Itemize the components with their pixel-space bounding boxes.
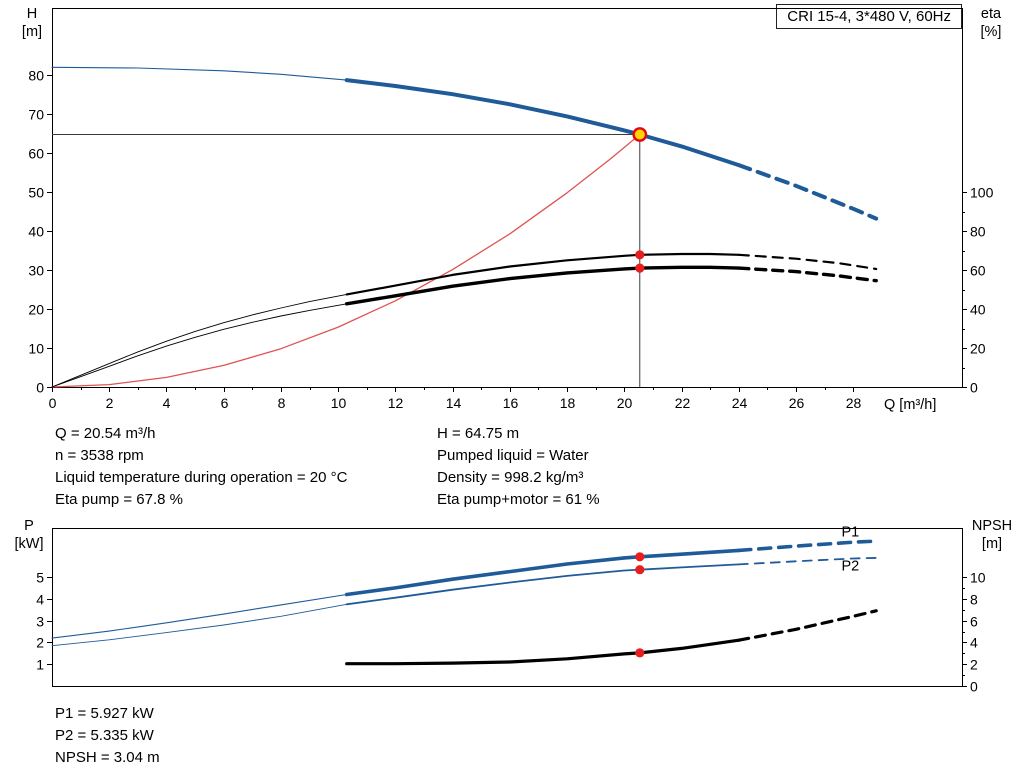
info-eta-pump: Eta pump = 67.8 %: [55, 491, 183, 508]
x-tick-label: 18: [560, 395, 576, 411]
info-npsh: NPSH = 3.04 m: [55, 749, 160, 766]
info-pumped-liquid: Pumped liquid = Water: [437, 447, 589, 464]
info-p1: P1 = 5.927 kW: [55, 705, 154, 722]
curve-p1-thin: [51, 593, 348, 639]
duty-point[interactable]: [632, 127, 648, 142]
curve-p1-solid: [344, 548, 741, 597]
npsh-axis-title: NPSH [m]: [962, 517, 1022, 553]
x-tick-label: 16: [503, 395, 519, 411]
y-left-tick-label: 70: [28, 107, 44, 123]
x-tick-label: 12: [388, 395, 404, 411]
curve-label-p1: P1: [842, 525, 860, 541]
duty-info-left: Q = 20.54 m³/h n = 3538 rpm Liquid tempe…: [55, 423, 347, 511]
info-flow: Q = 20.54 m³/h: [55, 425, 156, 442]
x-tick-label: 14: [446, 395, 462, 411]
y-right-tick-label: 8: [970, 592, 978, 608]
marker-dot: [635, 648, 645, 658]
npsh-axis-title-unit: [m]: [981, 536, 1003, 552]
x-tick-label: 2: [106, 395, 114, 411]
hq-eta-chart: 0 2 4 6 8 10 12 14 16 18 20 22 24 26 28010203040506070…: [28, 8, 994, 411]
y-left-tick-label: 20: [28, 302, 44, 318]
curve-eta-pump-motor-dashed: [737, 266, 878, 283]
curve-eta-pump-solid: [345, 252, 740, 296]
x-tick-label: 8: [278, 395, 286, 411]
info-eta-pump-motor: Eta pump+motor = 61 %: [437, 491, 600, 508]
x-tick-label: 4: [163, 395, 171, 411]
x-tick-label: 20: [617, 395, 633, 411]
x-tick-label: 6: [221, 395, 229, 411]
curve-label-p2: P2: [842, 558, 860, 574]
p-axis-title-symbol: P: [24, 518, 34, 534]
curve-head-thin: [51, 66, 348, 81]
y-right-tick-label: 40: [970, 302, 986, 318]
y-right-tick-label: 10: [970, 570, 986, 586]
info-speed: n = 3538 rpm: [55, 447, 144, 464]
y-right-tick-label: 60: [970, 263, 986, 279]
y-left-tick-label: 60: [28, 146, 44, 162]
info-head: H = 64.75 m: [437, 425, 520, 442]
y-right-tick-label: 20: [970, 341, 986, 357]
curve-head-dashed: [736, 163, 879, 221]
marker-dot: [635, 250, 645, 260]
curve-npsh-solid: [345, 638, 741, 666]
info-density: Density = 998.2 kg/m³: [437, 469, 584, 486]
x-tick-label: 28: [846, 395, 862, 411]
p-axis-title: P [kW]: [6, 517, 52, 553]
y-left-tick-label: 2: [36, 635, 44, 651]
y-left-tick-label: 30: [28, 263, 44, 279]
x-tick-label: 22: [675, 395, 691, 411]
y-right-tick-label: 0: [970, 380, 978, 396]
curve-system-curve-thin: [51, 133, 641, 388]
curve-head-solid: [344, 78, 741, 168]
y-left-tick-label: 50: [28, 185, 44, 201]
curve-eta-pump-motor-thin: [51, 303, 348, 388]
y-right-tick-label: 2: [970, 657, 978, 673]
y-left-tick-label: 80: [28, 68, 44, 84]
y-right-tick-label: 4: [970, 635, 978, 651]
curve-p2-dashed: [737, 557, 878, 566]
curve-p2-solid: [345, 563, 740, 606]
marker-dot: [635, 552, 645, 562]
eta-axis-title-symbol: eta: [980, 6, 1002, 22]
y-right-tick-label: 80: [970, 224, 986, 240]
p-axis-title-unit: [kW]: [14, 536, 44, 552]
plot-frame: [52, 528, 963, 687]
h-axis-title: H [m]: [12, 5, 52, 41]
power-info: P1 = 5.927 kW P2 = 5.335 kW NPSH = 3.04 …: [55, 703, 160, 769]
x-tick-label: 10: [331, 395, 347, 411]
y-left-tick-label: 5: [36, 570, 44, 586]
curve-eta-pump-thin: [51, 293, 348, 388]
plot-frame: [52, 8, 963, 388]
duty-info-right: H = 64.75 m Pumped liquid = Water Densit…: [437, 423, 600, 511]
x-tick-label: 24: [732, 395, 748, 411]
h-axis-title-unit: [m]: [21, 24, 43, 40]
x-tick-label: 0: [49, 395, 57, 411]
h-axis-title-symbol: H: [26, 6, 38, 22]
eta-axis-title-unit: [%]: [980, 24, 1002, 40]
y-left-tick-label: 3: [36, 614, 44, 630]
marker-dot: [635, 263, 645, 273]
y-left-tick-label: 10: [28, 341, 44, 357]
curve-p2-thin: [51, 603, 348, 647]
x-tick-label: 26: [789, 395, 805, 411]
y-right-tick-label: 100: [970, 185, 994, 201]
curve-npsh-dashed: [737, 609, 878, 642]
y-left-tick-label: 40: [28, 224, 44, 240]
curve-eta-pump-dashed: [737, 253, 878, 271]
y-left-tick-label: 4: [36, 592, 44, 608]
y-right-tick-label: 0: [970, 679, 978, 695]
curve-p1-dashed: [737, 539, 878, 553]
info-liquid-temp: Liquid temperature during operation = 20…: [55, 469, 348, 486]
eta-axis-title: eta [%]: [966, 5, 1016, 41]
npsh-axis-title-symbol: NPSH: [971, 518, 1013, 534]
y-left-tick-label: 0: [36, 380, 44, 396]
power-npsh-chart: 1 2 3 4 5 0 2 4 6 8 10 P1 P2: [36, 525, 986, 695]
q-axis-title: Q [m³/h]: [884, 397, 937, 413]
curve-eta-pump-motor-solid: [345, 265, 741, 306]
info-p2: P2 = 5.335 kW: [55, 727, 154, 744]
marker-dot: [635, 565, 645, 575]
y-left-tick-label: 1: [36, 657, 44, 673]
y-right-tick-label: 6: [970, 614, 978, 630]
